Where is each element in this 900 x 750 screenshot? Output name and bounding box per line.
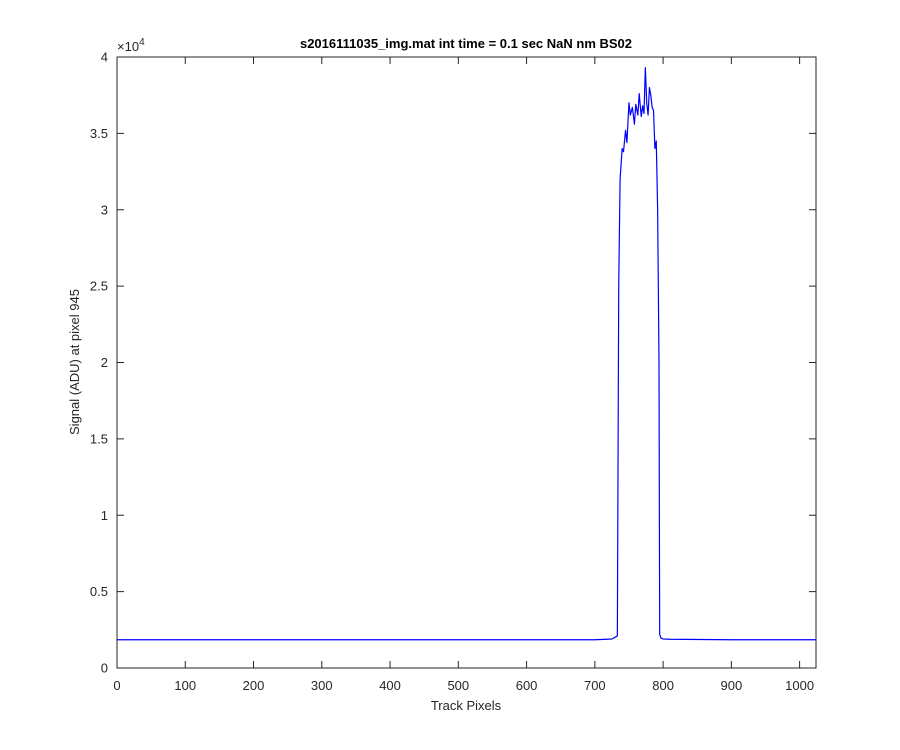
y-tick-label: 4 bbox=[101, 50, 108, 65]
x-tick-label: 200 bbox=[243, 678, 265, 693]
y-tick-label: 1 bbox=[101, 508, 108, 523]
x-tick-label: 0 bbox=[113, 678, 120, 693]
y-tick-label: 0 bbox=[101, 661, 108, 676]
y-tick-label: 2.5 bbox=[90, 279, 108, 294]
y-exponent-power: 4 bbox=[139, 37, 145, 48]
y-tick-label: 3.5 bbox=[90, 126, 108, 141]
y-tick-label: 3 bbox=[101, 202, 108, 217]
x-tick-label: 500 bbox=[447, 678, 469, 693]
y-tick-label: 1.5 bbox=[90, 431, 108, 446]
x-axis-label: Track Pixels bbox=[431, 698, 502, 713]
x-tick-label: 100 bbox=[174, 678, 196, 693]
x-tick-label: 300 bbox=[311, 678, 333, 693]
y-tick-label: 0.5 bbox=[90, 584, 108, 599]
axes: 0 100 200 300 400 500 600 700 800 900 1000 0 0.5 1 1.… bbox=[67, 36, 817, 713]
x-tick-label: 700 bbox=[584, 678, 606, 693]
y-exponent-base: ×10 bbox=[117, 39, 139, 54]
x-tick-label: 900 bbox=[721, 678, 743, 693]
y-axis-label: Signal (ADU) at pixel 945 bbox=[67, 289, 82, 435]
x-tick-label: 400 bbox=[379, 678, 401, 693]
series-layer bbox=[117, 67, 816, 641]
y-ticks: 0 0.5 1 1.5 2 2.5 3 3.5 4 bbox=[90, 50, 816, 676]
x-ticks: 0 100 200 300 400 500 600 700 800 900 1000 bbox=[113, 57, 814, 693]
x-tick-label: 800 bbox=[652, 678, 674, 693]
y-exponent: ×104 bbox=[117, 37, 145, 54]
plot-area bbox=[117, 57, 816, 668]
series-line bbox=[117, 67, 816, 641]
x-tick-label: 1000 bbox=[785, 678, 814, 693]
chart-title: s2016111035_img.mat int time = 0.1 sec N… bbox=[300, 36, 632, 51]
x-tick-label: 600 bbox=[516, 678, 538, 693]
y-tick-label: 2 bbox=[101, 355, 108, 370]
